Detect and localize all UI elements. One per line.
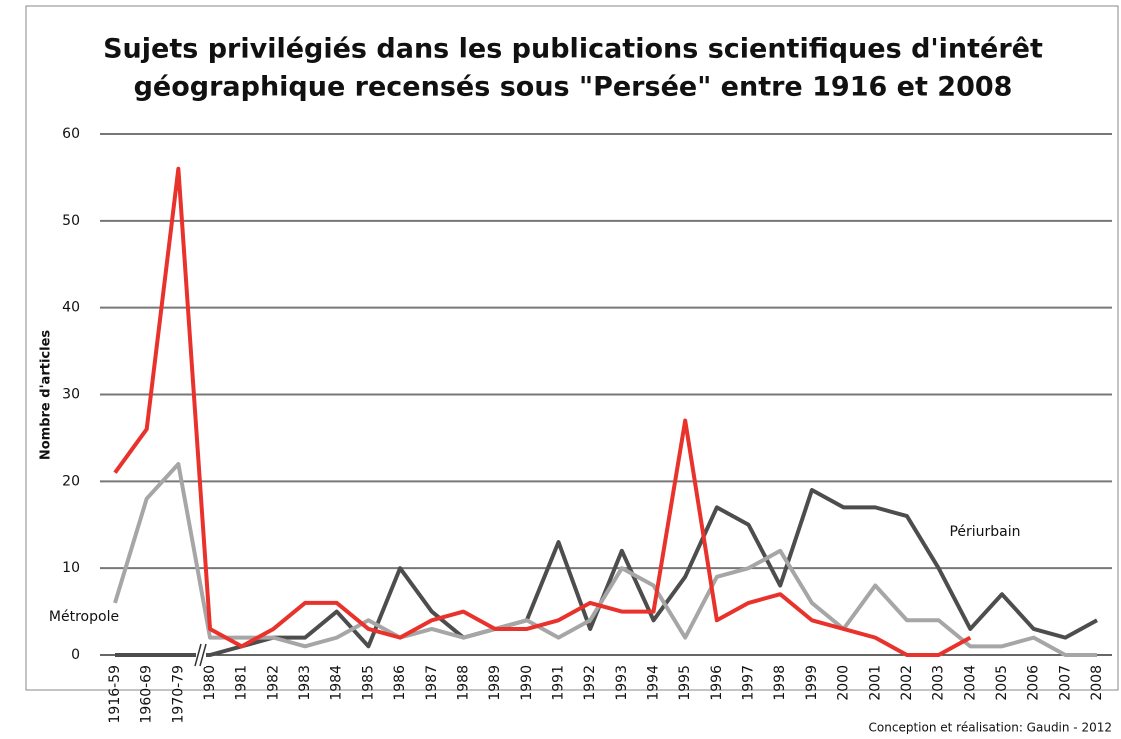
x-tick-label: 1992 bbox=[582, 665, 598, 701]
x-tick-label: 1916-59 bbox=[107, 665, 123, 724]
credit: Conception et réalisation: Gaudin - 2012 bbox=[869, 721, 1112, 735]
axis-break bbox=[194, 643, 207, 667]
x-tick-label: 2006 bbox=[1026, 665, 1042, 701]
x-tick-label: 2007 bbox=[1057, 665, 1073, 701]
series-line bbox=[113, 461, 1097, 657]
x-tick-label: 1989 bbox=[487, 665, 503, 701]
x-tick-label: 2001 bbox=[867, 665, 883, 701]
y-tick-label: 20 bbox=[62, 473, 80, 489]
x-tick-label: 1994 bbox=[646, 665, 662, 701]
x-tick-label: 2005 bbox=[994, 665, 1010, 701]
x-tick-label: 1960-69 bbox=[139, 665, 155, 724]
y-axis-label: Nombre d'articles bbox=[39, 330, 54, 461]
x-tick-label: 2002 bbox=[899, 665, 915, 701]
x-tick-label: 1984 bbox=[329, 665, 345, 701]
y-tick-label: 50 bbox=[62, 213, 80, 229]
x-tick-label: 1990 bbox=[519, 665, 535, 701]
x-tick-label: 1980 bbox=[202, 665, 218, 701]
series-line bbox=[113, 166, 972, 657]
x-tick-label: 1981 bbox=[234, 665, 250, 701]
y-tick-label: 10 bbox=[62, 560, 80, 576]
chart-subtitle: géographique recensés sous "Persée" entr… bbox=[134, 72, 1013, 103]
x-tick-label: 2008 bbox=[1089, 665, 1105, 701]
x-tick-label: 1995 bbox=[677, 665, 693, 701]
x-tick-label: 1988 bbox=[455, 665, 471, 701]
x-tick-label: 1986 bbox=[392, 665, 408, 701]
x-tick-label: 1987 bbox=[424, 665, 440, 701]
y-tick-label: 40 bbox=[62, 300, 80, 316]
x-tick-label: 1983 bbox=[297, 665, 313, 701]
chart-title: Sujets privilégiés dans les publications… bbox=[103, 34, 1043, 65]
x-tick-label: 1997 bbox=[741, 665, 757, 701]
x-tick-label: 2003 bbox=[931, 665, 947, 701]
x-tick-label: 1999 bbox=[804, 665, 820, 701]
series-label: Métropole bbox=[49, 609, 119, 625]
x-tick-label: 1970-79 bbox=[170, 665, 186, 724]
x-tick-label: 2000 bbox=[836, 665, 852, 701]
y-tick-label: 60 bbox=[62, 126, 80, 142]
x-tick-label: 1993 bbox=[614, 665, 630, 701]
x-tick-label: 1982 bbox=[265, 665, 281, 701]
y-tick-label: 0 bbox=[71, 647, 80, 663]
y-tick-label: 30 bbox=[62, 387, 80, 403]
series-label: Périurbain bbox=[949, 524, 1020, 540]
x-tick-label: 2004 bbox=[962, 665, 978, 701]
x-tick-label: 1985 bbox=[360, 665, 376, 701]
x-tick-label: 1991 bbox=[550, 665, 566, 701]
x-tick-label: 1996 bbox=[709, 665, 725, 701]
x-tick-label: 1998 bbox=[772, 665, 788, 701]
